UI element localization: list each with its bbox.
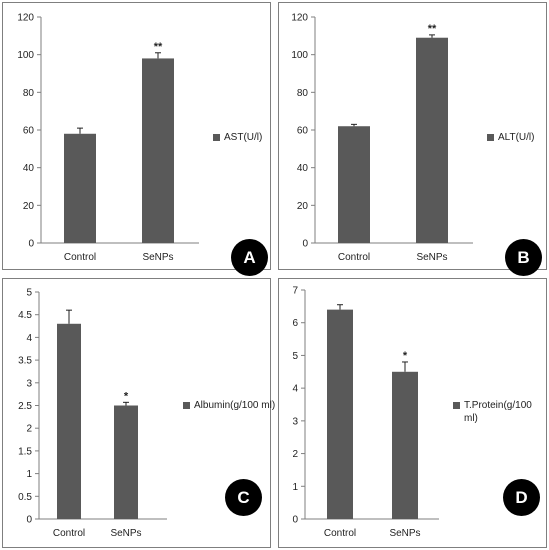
y-tick-label: 20 xyxy=(297,201,309,212)
y-tick-label: 6 xyxy=(292,318,298,329)
legend-c: Albumin(g/100 ml) xyxy=(183,399,278,412)
y-tick-label: 1 xyxy=(292,482,298,493)
y-tick-label: 3.5 xyxy=(18,356,32,367)
bar xyxy=(57,323,81,519)
x-tick-label: Control xyxy=(324,528,356,539)
x-tick-label: SeNPs xyxy=(389,528,420,539)
significance-marker: ** xyxy=(428,23,437,35)
y-tick-label: 80 xyxy=(23,88,35,99)
x-tick-label: Control xyxy=(338,252,370,263)
bar xyxy=(327,309,353,519)
legend-swatch-c xyxy=(183,402,190,409)
x-tick-label: Control xyxy=(53,528,85,539)
y-tick-label: 0 xyxy=(302,239,308,250)
legend-a: AST(U/l) xyxy=(213,131,308,144)
y-tick-label: 60 xyxy=(23,126,35,137)
y-tick-label: 0 xyxy=(292,515,298,526)
y-tick-label: 2 xyxy=(292,449,298,460)
y-tick-label: 1.5 xyxy=(18,446,32,457)
x-tick-label: SeNPs xyxy=(142,252,173,263)
significance-marker: * xyxy=(403,350,408,362)
y-tick-label: 2 xyxy=(26,424,32,435)
bar xyxy=(114,405,138,519)
x-tick-label: SeNPs xyxy=(416,252,447,263)
chart-panel-d: 0 1 2 3 4 5 6 7 Control SeNPs * T.Protein(g/100 ml… xyxy=(278,278,547,548)
chart-svg-a: 0 20 40 60 80 100 120 Control SeNPs ** xyxy=(17,13,199,263)
x-tick-label: Control xyxy=(64,252,96,263)
x-tick-label: SeNPs xyxy=(110,528,141,539)
legend-swatch-b xyxy=(487,134,494,141)
legend-swatch-d xyxy=(453,402,460,409)
bar xyxy=(64,133,96,243)
y-tick-label: 4 xyxy=(292,384,298,395)
bar xyxy=(142,58,174,243)
y-tick-label: 5 xyxy=(292,351,298,362)
legend-label-a: AST(U/l) xyxy=(224,132,263,143)
chart-svg-d: 0 1 2 3 4 5 6 7 Control SeNPs * xyxy=(292,286,439,539)
chart-svg-c: 0 0.5 1 1.5 2 2.5 3 3.5 4 4.5 5 Control SeNPs * xyxy=(18,288,167,539)
y-tick-label: 120 xyxy=(17,13,34,24)
legend-label-d: T.Protein(g/100 ml) xyxy=(464,400,532,424)
chart-panel-b: 0 20 40 60 80 100 120 Control SeNPs ** ALT(U/l) B xyxy=(278,2,549,276)
legend-label-c: Albumin(g/100 ml) xyxy=(194,400,276,411)
bar xyxy=(338,126,370,243)
panel-label-c: C xyxy=(225,479,262,516)
y-tick-label: 100 xyxy=(17,50,34,61)
legend-label-b: ALT(U/l) xyxy=(498,132,535,143)
y-tick-label: 0 xyxy=(26,515,32,526)
y-tick-label: 80 xyxy=(297,88,309,99)
y-tick-label: 40 xyxy=(23,163,35,174)
panel-label-b: B xyxy=(505,239,542,276)
significance-marker: ** xyxy=(154,41,163,53)
legend-d: T.Protein(g/100 ml) xyxy=(453,399,548,425)
significance-marker: * xyxy=(124,390,129,402)
panel-label-d: D xyxy=(503,479,540,516)
chart-panel-c: 0 0.5 1 1.5 2 2.5 3 3.5 4 4.5 5 Control SeNPs * Album… xyxy=(2,278,275,548)
chart-panel-a: 0 20 40 60 80 100 120 Control SeNPs ** AST(U/l) A xyxy=(2,2,271,276)
y-tick-label: 4.5 xyxy=(18,310,32,321)
panel-label-a: A xyxy=(231,239,268,276)
y-tick-label: 0 xyxy=(28,239,34,250)
y-tick-label: 5 xyxy=(26,288,32,299)
y-tick-label: 2.5 xyxy=(18,401,32,412)
y-tick-label: 120 xyxy=(291,13,308,24)
y-tick-label: 100 xyxy=(291,50,308,61)
bar xyxy=(392,371,418,519)
chart-svg-b: 0 20 40 60 80 100 120 Control SeNPs ** xyxy=(291,13,473,263)
y-tick-label: 3 xyxy=(26,378,32,389)
legend-b: ALT(U/l) xyxy=(487,131,549,144)
bar xyxy=(416,37,448,243)
legend-swatch-a xyxy=(213,134,220,141)
y-tick-label: 60 xyxy=(297,126,309,137)
y-tick-label: 1 xyxy=(26,469,32,480)
y-tick-label: 40 xyxy=(297,163,309,174)
y-tick-label: 7 xyxy=(292,286,298,297)
y-tick-label: 0.5 xyxy=(18,492,32,503)
y-tick-label: 20 xyxy=(23,201,35,212)
y-tick-label: 4 xyxy=(26,333,32,344)
y-tick-label: 3 xyxy=(292,416,298,427)
